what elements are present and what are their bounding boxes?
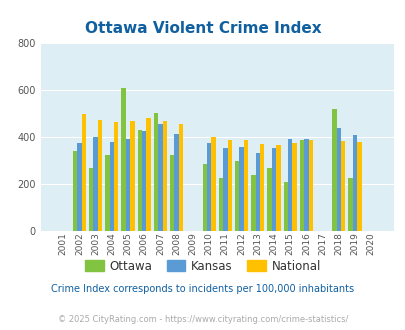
Bar [255,153,259,231]
Bar [202,164,207,231]
Bar [81,114,86,231]
Bar [218,178,223,231]
Bar [158,124,162,231]
Bar [227,140,231,231]
Bar [109,142,114,231]
Bar [303,139,308,231]
Bar [243,140,247,231]
Bar [72,151,77,231]
Bar [292,143,296,231]
Bar [211,137,215,231]
Text: © 2025 CityRating.com - https://www.cityrating.com/crime-statistics/: © 2025 CityRating.com - https://www.city… [58,315,347,324]
Bar [271,148,275,231]
Text: Crime Index corresponds to incidents per 100,000 inhabitants: Crime Index corresponds to incidents per… [51,284,354,294]
Legend: Ottawa, Kansas, National: Ottawa, Kansas, National [80,255,325,278]
Bar [179,124,183,231]
Bar [174,134,179,231]
Bar [340,142,345,231]
Bar [239,147,243,231]
Bar [347,178,352,231]
Bar [98,120,102,231]
Bar [93,137,98,231]
Bar [234,161,239,231]
Bar [89,168,93,231]
Bar [170,154,174,231]
Bar [299,141,303,231]
Bar [259,145,264,231]
Bar [142,131,146,231]
Bar [105,154,109,231]
Bar [126,139,130,231]
Bar [267,168,271,231]
Bar [162,121,166,231]
Bar [308,140,312,231]
Text: Ottawa Violent Crime Index: Ottawa Violent Crime Index [85,21,320,36]
Bar [336,128,340,231]
Bar [283,182,287,231]
Bar [153,114,158,231]
Bar [331,109,336,231]
Bar [121,87,126,231]
Bar [287,139,292,231]
Bar [137,130,142,231]
Bar [223,148,227,231]
Bar [130,121,134,231]
Bar [207,143,211,231]
Bar [352,135,356,231]
Bar [251,175,255,231]
Bar [275,145,280,231]
Bar [77,143,81,231]
Bar [114,122,118,231]
Bar [146,118,151,231]
Bar [356,142,361,231]
